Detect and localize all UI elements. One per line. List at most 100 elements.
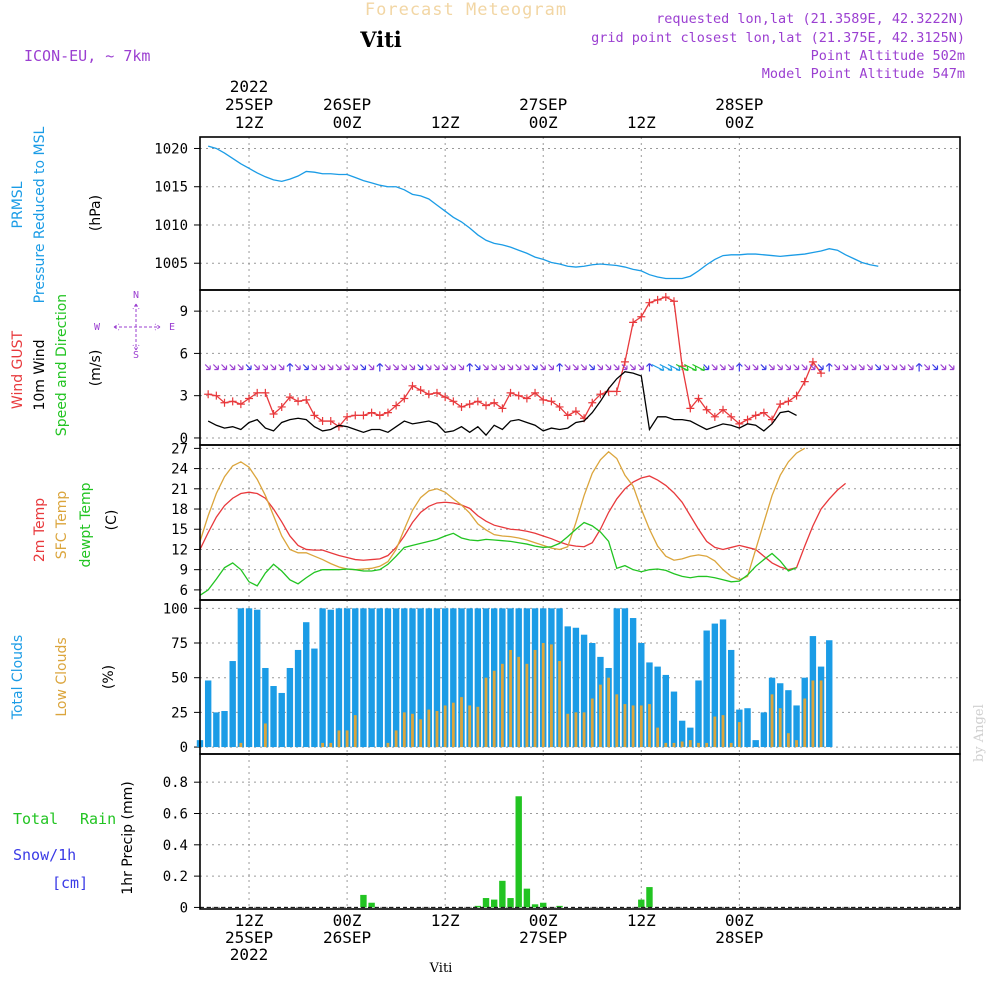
wind-arrow [667, 363, 681, 372]
y-tick-label: 3 [180, 389, 188, 405]
low-cloud-bar [239, 742, 243, 748]
gust-marker [465, 400, 474, 409]
bottom-time-label: 00Z [529, 911, 558, 930]
low-cloud-bar [664, 742, 668, 748]
precip-bar [507, 898, 514, 908]
wind-arrow [229, 364, 236, 371]
total-cloud-bar [294, 649, 302, 748]
gust-marker [531, 388, 540, 397]
low-cloud-bar [509, 649, 512, 748]
wind-arrow [646, 363, 653, 372]
gust-marker [759, 408, 768, 417]
y-tick-label: 24 [171, 462, 188, 478]
total-cloud-bar [727, 649, 735, 748]
top-time-label: 00Z [333, 113, 362, 132]
wind-arrow [490, 364, 497, 371]
wind-arrow [613, 364, 620, 371]
temp-label-unit: (C) [104, 510, 120, 531]
gust-marker [596, 390, 605, 399]
model-label: ICON-EU, ~ 7km [24, 47, 150, 65]
wind-arrow [400, 364, 407, 371]
low-cloud-bar [476, 706, 480, 748]
y-tick-label: 1010 [154, 218, 188, 234]
precip-label-cm: [cm] [52, 874, 88, 892]
total-cloud-bar [654, 666, 661, 748]
y-tick-label: 18 [171, 502, 188, 518]
gust-marker [498, 404, 507, 413]
grid-point-coords: grid point closest lon,lat (21.375E, 42.… [591, 30, 965, 46]
wind-arrow [507, 364, 514, 371]
total-cloud-bar [629, 618, 637, 748]
low-cloud-bar [713, 716, 717, 748]
precip-label-snow: Snow/1h [13, 846, 76, 864]
low-cloud-bar [419, 719, 423, 748]
y-tick-label: 1005 [154, 256, 188, 272]
wind-arrow [384, 364, 391, 371]
total-cloud-bar [245, 608, 253, 748]
clouds-label-total: Total Clouds [10, 635, 26, 720]
low-cloud-bar [819, 680, 823, 748]
precip-bar [482, 898, 490, 908]
wind-arrow [684, 363, 697, 372]
wind-arrow [621, 364, 628, 371]
gust-marker [800, 377, 809, 386]
gust-marker [555, 402, 564, 411]
gust-marker [490, 398, 499, 407]
bottom-time-label: 12Z [627, 911, 656, 930]
wind-arrow [327, 364, 334, 371]
wind-label-10m: 10m Wind [32, 339, 48, 410]
wind-label-gust: Wind GUST [10, 330, 26, 409]
gust-marker [310, 411, 319, 420]
gust-marker [702, 405, 711, 414]
y-tick-label: 9 [180, 563, 188, 579]
low-cloud-bar [484, 677, 488, 748]
y-tick-label: 12 [171, 542, 188, 558]
wind-arrow [253, 364, 260, 371]
low-cloud-bar [402, 712, 406, 748]
precip-bar [499, 880, 506, 908]
y-tick-label: 0 [180, 431, 188, 447]
pressure-label-msl: Pressure Reduced to MSL [32, 126, 48, 303]
bottom-time-label: 12Z [235, 911, 264, 930]
wind-arrow [237, 364, 244, 371]
low-cloud-bar [321, 742, 324, 748]
gust-marker [473, 397, 482, 406]
low-cloud-bar [492, 670, 496, 748]
low-cloud-bar [337, 730, 341, 748]
gust-marker [204, 390, 213, 399]
precip-bar [540, 902, 547, 908]
wind-arrow [286, 363, 294, 372]
gust-marker [432, 388, 441, 397]
pressure-label-prmsl: PRMSL [10, 181, 26, 228]
gust-marker [669, 297, 678, 306]
wind-arrow [932, 364, 939, 371]
gust-marker [735, 419, 744, 428]
wind-arrow [425, 364, 432, 371]
wind-arrow [776, 364, 783, 371]
total-cloud-bar [695, 680, 702, 748]
wind-arrow [597, 364, 604, 371]
total-cloud-bar [564, 626, 571, 748]
total-cloud-bar [474, 608, 482, 748]
y-tick-label: 1015 [154, 180, 188, 196]
panel-frame [199, 753, 961, 910]
wind-arrow [498, 364, 505, 371]
total-cloud-bar [670, 691, 678, 748]
top-time-label: 12Z [235, 113, 264, 132]
bottom-time-label: 25SEP [225, 928, 273, 947]
wind-arrow [727, 364, 734, 371]
series-line-dewpt-temp [199, 521, 797, 596]
compass-south: S [133, 350, 139, 361]
gust-marker [506, 388, 515, 397]
total-cloud-bar [433, 608, 441, 748]
total-cloud-bar [303, 622, 310, 748]
precip-bar [490, 899, 498, 908]
precip-bar [360, 894, 367, 908]
location-title: Viti [359, 27, 402, 52]
precip-bar [531, 904, 539, 908]
wind-arrow [675, 363, 689, 372]
gust-marker [661, 293, 670, 302]
low-cloud-bar [803, 698, 807, 748]
wind-arrow [883, 364, 890, 371]
total-cloud-bar [204, 680, 212, 748]
